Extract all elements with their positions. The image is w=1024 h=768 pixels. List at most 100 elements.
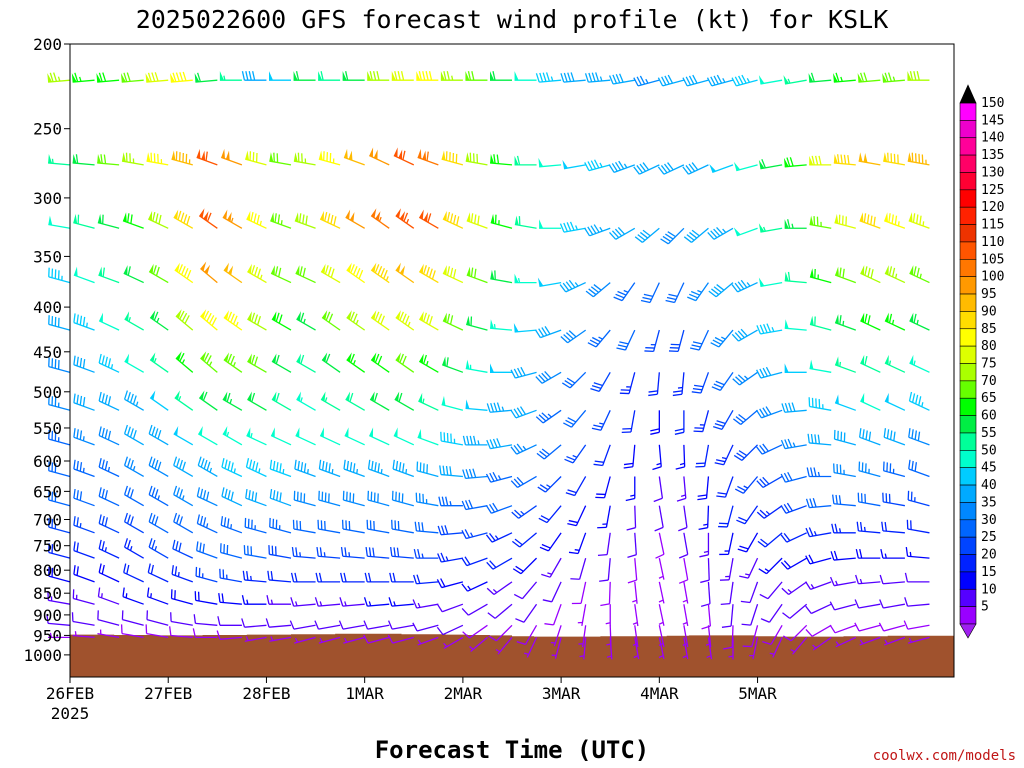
wind-barb: [860, 312, 881, 331]
wind-barb: [541, 557, 562, 578]
wind-barb: [760, 603, 783, 623]
wind-barb: [805, 603, 832, 615]
wind-barb: [196, 514, 218, 534]
wind-barb: [122, 212, 144, 229]
colorbar-label: 60: [981, 409, 997, 424]
wind-barb: [634, 227, 660, 243]
wind-barb: [290, 597, 316, 607]
wind-barb: [858, 461, 881, 478]
wind-barb: [148, 263, 169, 284]
colorbar-swatch: [959, 154, 977, 173]
wind-barb: [514, 273, 537, 284]
wind-barb: [339, 597, 365, 607]
wind-barb: [146, 587, 169, 605]
colorbar-label: 55: [981, 426, 997, 441]
wind-barb: [714, 444, 734, 466]
wind-barb: [342, 71, 365, 81]
y-tick-label: 500: [33, 383, 62, 402]
wind-barb: [833, 463, 856, 478]
wind-barb: [442, 312, 464, 331]
wind-barb: [271, 391, 292, 411]
wind-barb: [709, 163, 734, 174]
wind-barb: [436, 624, 464, 636]
wind-barb: [414, 521, 439, 534]
wind-barb: [854, 622, 881, 632]
wind-barb: [145, 72, 169, 83]
wind-barb: [72, 631, 95, 639]
wind-barb: [145, 624, 169, 639]
wind-barb: [706, 74, 734, 87]
wind-barb: [488, 624, 513, 642]
wind-barb: [363, 620, 390, 630]
wind-barb: [780, 532, 807, 543]
wind-barb: [597, 532, 611, 556]
wind-barb: [441, 356, 464, 373]
wind-barb: [97, 610, 120, 626]
wind-barb: [697, 476, 710, 501]
wind-barb: [682, 162, 709, 175]
wind-barb: [859, 212, 881, 229]
wind-barb: [413, 574, 439, 585]
credit-text: coolwx.com/models: [873, 748, 1016, 764]
colorbar-swatch: [959, 397, 977, 416]
wind-barb: [908, 636, 930, 644]
wind-barb: [318, 636, 341, 644]
colorbar-label: 140: [981, 131, 1004, 146]
wind-barb: [733, 444, 759, 461]
wind-barb: [539, 532, 562, 552]
wind-barb: [658, 604, 665, 626]
wind-barb: [71, 612, 95, 626]
wind-barb: [197, 456, 218, 478]
wind-barb: [701, 604, 712, 630]
colorbar-swatch: [959, 241, 977, 260]
wind-barb: [47, 72, 71, 83]
wind-barb: [593, 444, 611, 467]
colorbar-label: 50: [981, 443, 997, 458]
wind-barb: [466, 266, 488, 284]
wind-barb: [244, 517, 267, 534]
wind-barb: [465, 399, 488, 411]
wind-barb: [123, 512, 144, 534]
wind-barb: [599, 558, 611, 582]
y-tick-label: 650: [33, 482, 62, 501]
colorbar-label: 45: [981, 461, 997, 476]
wind-barb: [317, 519, 341, 534]
wind-barb: [98, 458, 120, 478]
wind-barb: [833, 72, 856, 83]
colorbar-swatch: [959, 363, 977, 382]
wind-barb: [674, 410, 685, 435]
wind-barb: [784, 319, 807, 331]
wind-barb: [584, 72, 611, 83]
wind-barb: [736, 505, 759, 525]
wind-barb: [632, 604, 639, 627]
wind-barb: [122, 587, 144, 605]
wind-barb: [320, 391, 341, 411]
wind-barb: [242, 570, 267, 583]
wind-barb: [73, 393, 95, 411]
wind-barb: [148, 456, 169, 478]
wind-barb: [908, 391, 930, 411]
wind-barb: [710, 329, 734, 348]
colorbar-swatch: [959, 588, 977, 607]
wind-barb: [123, 563, 144, 583]
wind-barb: [367, 490, 390, 507]
wind-barb: [416, 71, 439, 81]
wind-barb: [415, 492, 439, 507]
wind-barb: [884, 312, 906, 331]
wind-barb: [241, 595, 267, 605]
wind-barb: [172, 539, 194, 559]
wind-barb: [544, 603, 562, 626]
wind-barb: [393, 427, 415, 446]
wind-barb: [510, 406, 537, 419]
wind-barb: [365, 546, 390, 559]
colorbar-label: 65: [981, 391, 997, 406]
wind-barb: [805, 581, 832, 591]
colorbar-swatch: [959, 450, 977, 469]
wind-barb: [148, 512, 169, 534]
wind-barb: [711, 371, 734, 391]
wind-barb: [757, 532, 783, 548]
wind-barb: [246, 210, 267, 229]
wind-barb: [749, 637, 759, 660]
wind-barb: [196, 148, 218, 166]
